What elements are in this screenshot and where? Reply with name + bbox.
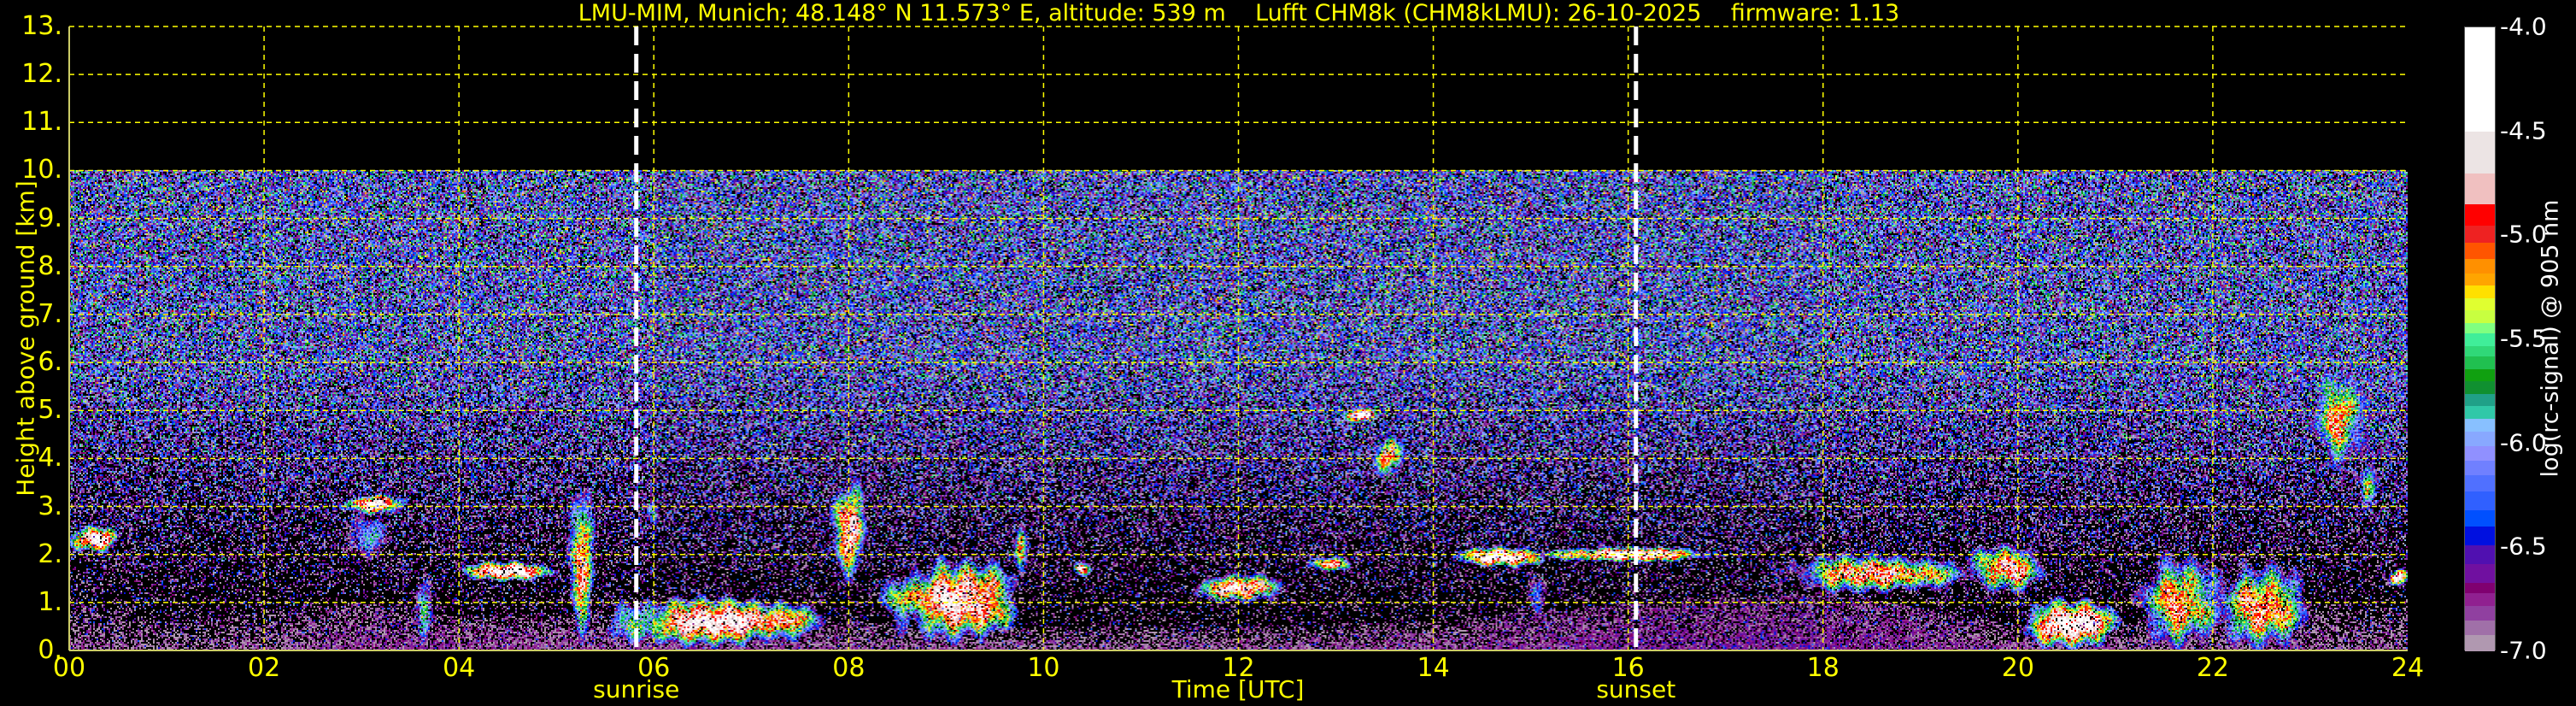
x-axis-label: Time [UTC] [1171, 675, 1305, 703]
x-tick-label: 06 [637, 653, 671, 683]
colorbar-segment [2465, 332, 2495, 346]
colorbar-segment [2465, 258, 2495, 274]
colorbar-segment [2465, 368, 2495, 382]
colorbar-tick-label: -6.0 [2500, 428, 2547, 457]
colorbar-segment [2465, 418, 2495, 432]
x-tick-label: 00 [52, 653, 86, 683]
colorbar-label: log(rc-signal) @ 905 nm [2537, 199, 2564, 478]
colorbar-segment [2465, 393, 2495, 407]
colorbar-segment [2465, 405, 2495, 419]
x-tick-label: 18 [1806, 653, 1840, 683]
colorbar-segment [2465, 527, 2495, 546]
colorbar-tick-label: -5.5 [2500, 324, 2547, 353]
colorbar-segment [2465, 309, 2495, 324]
x-tick-label: 04 [443, 653, 476, 683]
colorbar-segment [2465, 563, 2495, 584]
sunset-label: sunset [1596, 675, 1676, 703]
y-axis-label: Height above ground [km] [11, 180, 40, 497]
colorbar-segment [2465, 173, 2495, 205]
x-tick-label: 22 [2196, 653, 2229, 683]
colorbar-segment [2465, 225, 2495, 244]
x-tick-label: 20 [2001, 653, 2034, 683]
y-tick-label: 0. [38, 635, 62, 665]
colorbar-segment [2465, 491, 2495, 511]
colorbar-tick-label: -6.5 [2500, 532, 2547, 561]
x-tick-label: 12 [1222, 653, 1255, 683]
y-tick-label: 2. [38, 538, 62, 569]
colorbar-segment [2465, 620, 2495, 636]
colorbar-segment [2465, 544, 2495, 565]
colorbar-segment [2465, 445, 2495, 461]
colorbar-segment [2465, 273, 2495, 286]
x-tick-label: 14 [1417, 653, 1450, 683]
y-tick-label: 6. [38, 347, 62, 378]
colorbar-segment [2465, 242, 2495, 259]
y-tick-label: 8. [38, 250, 62, 281]
colorbar-segment [2465, 345, 2495, 356]
chart-title: LMU-MIM, Munich; 48.148° N 11.573° E, al… [578, 0, 1900, 26]
x-tick-label: 16 [1611, 653, 1645, 683]
colorbar-tick-label: -7.0 [2500, 636, 2547, 665]
y-tick-label: 13. [21, 11, 62, 41]
x-tick-label: 02 [247, 653, 281, 683]
colorbar-tick-label: -4.0 [2500, 12, 2547, 41]
colorbar-segment [2465, 592, 2495, 606]
colorbar-segment [2465, 203, 2495, 226]
y-tick-label: 7. [38, 298, 62, 329]
colorbar-segment [2465, 582, 2495, 594]
colorbar [2464, 26, 2496, 652]
y-tick-label: 5. [38, 395, 62, 426]
y-tick-label: 12. [21, 59, 62, 90]
colorbar-segment [2465, 634, 2495, 652]
y-tick-label: 4. [38, 443, 62, 474]
colorbar-segment [2465, 380, 2495, 394]
y-tick-label: 3. [38, 491, 62, 521]
colorbar-segment [2465, 297, 2495, 311]
colorbar-segment [2465, 27, 2495, 132]
colorbar-segment [2465, 474, 2495, 492]
colorbar-segment [2465, 431, 2495, 446]
colorbar-segment [2465, 460, 2495, 475]
x-tick-label: 10 [1027, 653, 1060, 683]
y-tick-label: 11. [21, 107, 62, 138]
sunrise-label: sunrise [593, 675, 680, 703]
y-tick-label: 1. [38, 586, 62, 617]
y-tick-label: 9. [38, 203, 62, 233]
x-tick-label: 08 [832, 653, 866, 683]
colorbar-segment [2465, 285, 2495, 298]
y-tick-label: 10. [21, 155, 62, 185]
colorbar-segment [2465, 356, 2495, 369]
plot-area [68, 26, 2408, 651]
x-tick-label: 24 [2391, 653, 2425, 683]
colorbar-segment [2465, 605, 2495, 621]
colorbar-segment [2465, 509, 2495, 527]
grid-overlay [68, 26, 2408, 651]
colorbar-tick-label: -5.0 [2500, 220, 2547, 249]
colorbar-segment [2465, 322, 2495, 334]
colorbar-segment [2465, 131, 2495, 174]
colorbar-tick-label: -4.5 [2500, 116, 2547, 145]
